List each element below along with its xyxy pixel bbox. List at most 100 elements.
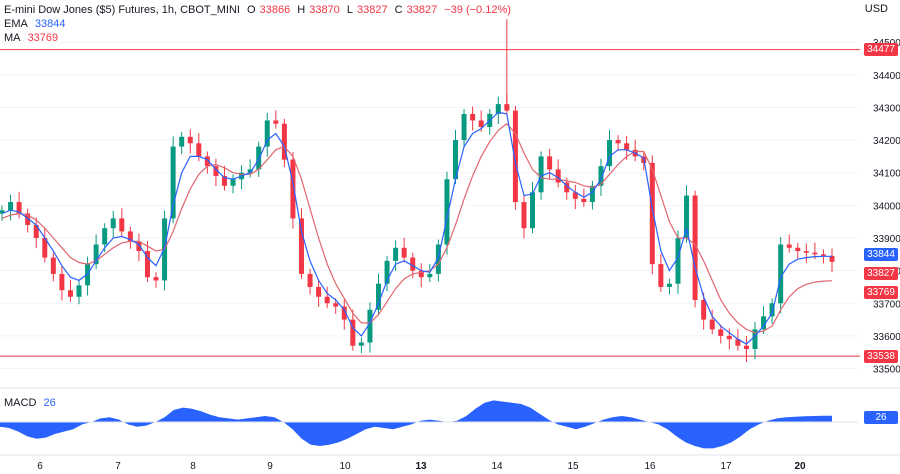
candle-body xyxy=(179,136,185,147)
candle-body xyxy=(495,104,501,114)
candle-body xyxy=(307,273,313,287)
currency-label[interactable]: USD xyxy=(864,3,888,15)
symbol-legend: E-mini Dow Jones ($5) Futures, 1h, CBOT_… xyxy=(4,3,515,17)
candle-body xyxy=(230,179,236,186)
candle-body xyxy=(375,283,381,310)
candle-body xyxy=(624,143,630,150)
candle-body xyxy=(666,283,672,287)
ema-label: EMA xyxy=(4,18,28,30)
macd-legend[interactable]: MACD 26 xyxy=(4,396,60,410)
y-tick-label: 33500 xyxy=(873,365,900,376)
ohlc-high-value: 33870 xyxy=(309,4,340,16)
candle-body xyxy=(820,254,826,256)
candle-body xyxy=(110,218,116,229)
candle-body xyxy=(726,335,732,340)
ohlc-open-label: O xyxy=(247,4,256,16)
candle-body xyxy=(530,192,536,229)
candle-body xyxy=(470,113,476,121)
candle-body xyxy=(692,195,698,301)
candle-body xyxy=(204,156,210,167)
candle-body xyxy=(581,198,587,203)
candle-body xyxy=(42,237,48,258)
symbol-title: E-mini Dow Jones ($5) Futures, 1h, CBOT_… xyxy=(4,4,240,16)
candle-body xyxy=(427,273,433,278)
candle-body xyxy=(761,316,767,330)
candle-body xyxy=(50,257,56,274)
candle-body xyxy=(8,202,14,211)
ema-legend[interactable]: EMA 33844 xyxy=(4,17,70,31)
candle-body xyxy=(16,202,22,214)
candle-body xyxy=(555,169,561,183)
candle-body xyxy=(187,136,193,144)
candle-body xyxy=(281,123,287,160)
candle-body xyxy=(59,273,65,291)
candle-body xyxy=(418,270,424,278)
x-tick-label: 20 xyxy=(794,461,806,472)
ma-legend[interactable]: MA 33769 xyxy=(4,31,62,45)
x-tick-label: 15 xyxy=(567,461,579,472)
ma-line xyxy=(1,122,833,334)
candle-body xyxy=(812,252,818,255)
candle-body xyxy=(102,228,108,245)
candle-body xyxy=(144,251,150,278)
candle-body xyxy=(221,175,227,186)
candle-body xyxy=(93,244,99,265)
candle-body xyxy=(453,140,459,180)
candle-body xyxy=(512,110,518,203)
ema-line xyxy=(1,111,832,345)
candle-body xyxy=(196,143,202,157)
candle-body xyxy=(384,260,390,284)
candle-body xyxy=(615,140,621,144)
x-tick-label: 9 xyxy=(267,461,273,472)
candle-body xyxy=(478,120,484,127)
candle-body xyxy=(701,300,707,320)
moving-average-lines xyxy=(1,111,833,345)
candle-body xyxy=(358,342,364,346)
candle-body xyxy=(675,237,681,284)
macd-label: MACD xyxy=(4,397,37,409)
macd-value-tag: 26 xyxy=(864,410,898,424)
candle-body xyxy=(247,169,253,173)
ohlc-high-label: H xyxy=(297,4,306,16)
y-tick-label: 34100 xyxy=(873,169,900,180)
level-price-tag: 34477 xyxy=(864,43,898,57)
x-tick-label: 6 xyxy=(37,461,43,472)
candle-body xyxy=(547,156,553,170)
y-tick-label: 33700 xyxy=(873,299,900,310)
horizontal-levels xyxy=(0,49,860,357)
ohlc-close-label: C xyxy=(394,4,403,16)
change-value: −39 (−0.12%) xyxy=(444,4,511,16)
x-tick-label: 17 xyxy=(720,461,732,472)
candle-body xyxy=(658,264,664,287)
candle-body xyxy=(718,329,724,336)
x-tick-label: 8 xyxy=(190,461,196,472)
candle-body xyxy=(324,296,330,304)
candle-body xyxy=(25,213,31,225)
macd-area xyxy=(0,400,832,449)
x-tick-label: 13 xyxy=(415,461,427,472)
ma-label: MA xyxy=(4,32,21,44)
candle-body xyxy=(684,195,690,238)
ohlc-close-value: 33827 xyxy=(406,4,438,16)
candle-body xyxy=(649,162,655,265)
candle-body xyxy=(735,339,741,346)
y-tick-label: 34200 xyxy=(873,136,900,147)
candle-body xyxy=(607,140,613,167)
x-tick-label: 14 xyxy=(491,461,503,472)
candle-body xyxy=(0,210,5,214)
candle-body xyxy=(213,166,219,176)
candle-body xyxy=(367,309,373,343)
candle-body xyxy=(401,247,407,258)
candle-body xyxy=(290,159,296,219)
candle-body xyxy=(589,185,595,203)
y-tick-label: 34400 xyxy=(873,71,900,82)
candle-body xyxy=(264,120,270,147)
ohlc-low-label: L xyxy=(346,4,353,16)
y-tick-label: 33600 xyxy=(873,332,900,343)
candle-body xyxy=(709,319,715,330)
candle-body xyxy=(76,285,82,297)
candle-body xyxy=(119,218,125,232)
y-axis: 3350033600337003380033900340003410034200… xyxy=(873,38,900,375)
ema-value: 33844 xyxy=(34,18,66,30)
